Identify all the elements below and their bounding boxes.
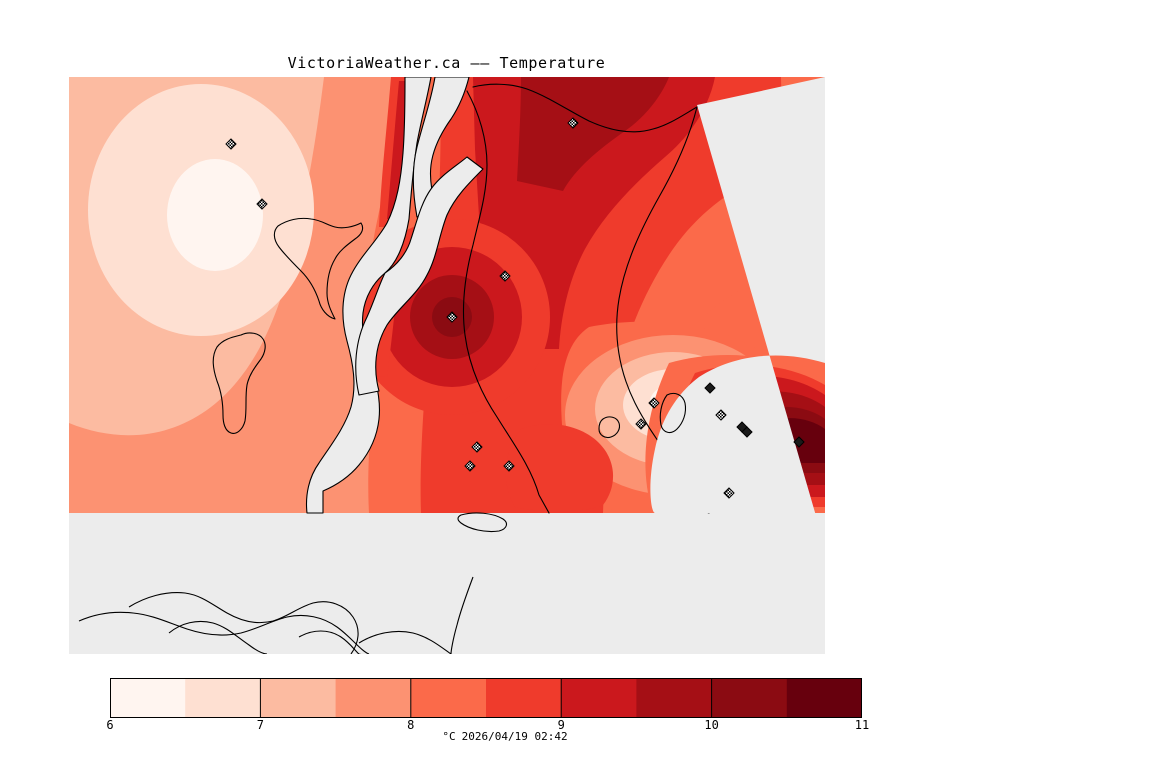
- station-diamond-marker[interactable]: [446, 311, 458, 323]
- station-diamond-marker[interactable]: [741, 426, 753, 438]
- contour-band-9_5-north: [517, 77, 669, 191]
- colorbar-tick-marks: [110, 678, 862, 718]
- colorbar-band-4: [410, 678, 487, 718]
- colorbar-tick-label-9: 9: [557, 718, 565, 732]
- colorbar-tick-label-7: 7: [256, 718, 265, 732]
- colorbar-band-5: [486, 678, 562, 718]
- colorbar-caption: °C 2026/04/19 02:42: [0, 730, 1010, 743]
- contour-southwest-8_5: [505, 424, 614, 512]
- colorbar-band-3: [335, 678, 412, 718]
- station-diamond-marker[interactable]: [635, 418, 647, 430]
- station-diamond-marker[interactable]: [567, 117, 579, 129]
- colorbar-tick-label-6: 6: [106, 718, 114, 732]
- station-markers[interactable]: [225, 117, 805, 499]
- islet-lower-left: [457, 512, 508, 533]
- coast-south-island-3: [298, 630, 361, 654]
- station-diamond-marker[interactable]: [471, 441, 483, 453]
- colorbar-band-2: [260, 678, 337, 718]
- coast-south-bay: [358, 630, 452, 654]
- coast-south-east-shore: [450, 576, 474, 654]
- station-diamond-marker[interactable]: [499, 270, 511, 282]
- coast-mask-nw-channel: [305, 77, 432, 514]
- station-diamond-marker[interactable]: [704, 382, 716, 394]
- colorbar-band-0: [110, 678, 186, 718]
- timestamp-label: 2026/04/19 02:42: [461, 730, 568, 743]
- colorbar-units-label: °C: [442, 730, 456, 743]
- contour-band-6_0-core: [167, 159, 263, 271]
- coast-mask-east-sea: [69, 77, 825, 654]
- colorbar-svg: [110, 678, 862, 718]
- station-diamond-marker[interactable]: [715, 409, 727, 421]
- station-diamond-marker[interactable]: [723, 487, 735, 499]
- colorbar-tick-labels: 6 7 8 9 10 11: [106, 718, 869, 734]
- colorbar-tick-label-10: 10: [704, 718, 719, 732]
- colorbar-band-7: [636, 678, 713, 718]
- colorbar-bands: [110, 678, 862, 718]
- colorbar-tick-label-11: 11: [854, 718, 870, 732]
- coast-south-island-1: [128, 592, 359, 654]
- station-diamond-marker[interactable]: [648, 397, 660, 409]
- colorbar-band-6: [561, 678, 637, 718]
- colorbar-tick-label-8: 8: [407, 718, 415, 732]
- station-diamond-marker[interactable]: [256, 198, 268, 210]
- colorbar-band-1: [185, 678, 261, 718]
- map-plot-area[interactable]: [69, 77, 825, 654]
- page-title: VictoriaWeather.ca —— Temperature: [287, 54, 606, 72]
- colorbar-band-9: [786, 678, 862, 718]
- islet-mid-b: [659, 392, 687, 434]
- coast-south-mainland: [78, 611, 370, 654]
- coast-main-landmass: [462, 90, 550, 514]
- station-diamond-marker[interactable]: [793, 436, 805, 448]
- map-svg: [69, 77, 825, 654]
- island-north-outline: [273, 217, 364, 320]
- colorbar[interactable]: [110, 678, 862, 718]
- coast-south-island-2: [168, 620, 268, 654]
- station-diamond-marker[interactable]: [464, 460, 476, 472]
- island-southwest-outline: [212, 332, 266, 434]
- coastlines: [69, 77, 825, 654]
- islet-mid-a: [598, 416, 621, 439]
- colorbar-band-8: [711, 678, 788, 718]
- coastline-detail: [78, 217, 687, 654]
- coast-mask-central-bay: [355, 156, 484, 396]
- station-diamond-marker[interactable]: [225, 138, 237, 150]
- station-diamond-marker[interactable]: [503, 460, 515, 472]
- coast-north-peninsula: [472, 83, 698, 133]
